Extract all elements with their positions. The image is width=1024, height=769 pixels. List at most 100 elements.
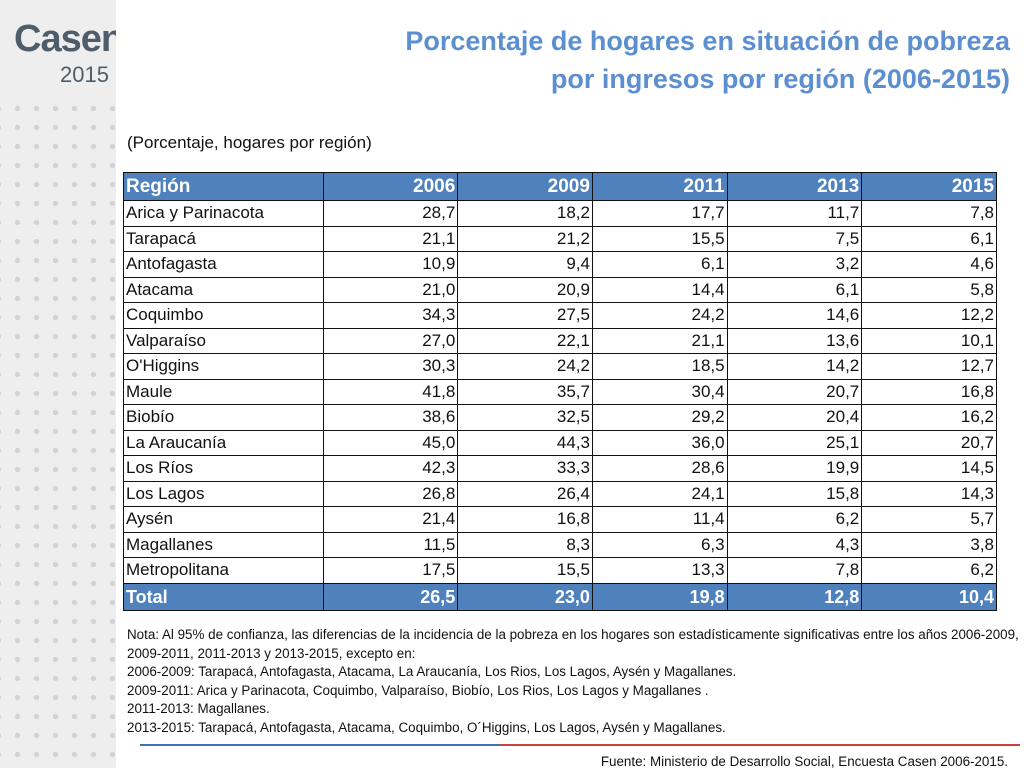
value-cell-2006: 10,9 bbox=[322, 251, 459, 278]
table-body: Arica y Parinacota 28,7 18,2 17,7 11,7 7,8 Tar… bbox=[123, 200, 997, 584]
logo: Casen 2015 bbox=[0, 0, 116, 96]
region-name-cell: Maule bbox=[123, 378, 324, 405]
table-row: Magallanes 11,5 8,3 6,3 4,3 3,8 bbox=[123, 531, 997, 558]
region-name-cell: Los Ríos bbox=[123, 455, 324, 482]
value-cell-2009: 26,4 bbox=[457, 480, 593, 507]
region-name-cell: Coquimbo bbox=[123, 302, 324, 329]
region-name-cell: Los Lagos bbox=[123, 480, 324, 507]
value-cell-2006: 11,5 bbox=[322, 531, 459, 558]
value-cell-2006: 38,6 bbox=[322, 404, 459, 431]
poverty-table: Región 2006 2009 2011 2013 2015 Arica y … bbox=[123, 172, 997, 611]
total-2009: 23,0 bbox=[457, 582, 593, 611]
value-cell-2006: 21,1 bbox=[322, 225, 459, 252]
table-row: O'Higgins 30,3 24,2 18,5 14,2 12,7 bbox=[123, 353, 997, 380]
value-cell-2009: 18,2 bbox=[457, 200, 593, 227]
value-cell-2011: 24,2 bbox=[591, 302, 728, 329]
note-line: 2009-2011: Arica y Parinacota, Coquimbo,… bbox=[127, 682, 709, 698]
table-row: Los Ríos 42,3 33,3 28,6 19,9 14,5 bbox=[123, 455, 997, 482]
value-cell-2013: 6,1 bbox=[726, 276, 863, 303]
header-2009: 2009 bbox=[457, 172, 593, 201]
total-row: Total 26,5 23,0 19,8 12,8 10,4 bbox=[123, 582, 997, 611]
value-cell-2015: 6,2 bbox=[861, 557, 997, 584]
total-label: Total bbox=[123, 582, 324, 611]
value-cell-2015: 12,2 bbox=[861, 302, 997, 329]
region-name-cell: Arica y Parinacota bbox=[123, 200, 324, 227]
value-cell-2013: 14,2 bbox=[726, 353, 863, 380]
region-name-cell: Tarapacá bbox=[123, 225, 324, 252]
total-2013: 12,8 bbox=[726, 582, 863, 611]
region-name-cell: Antofagasta bbox=[123, 251, 324, 278]
value-cell-2009: 44,3 bbox=[457, 429, 593, 456]
value-cell-2006: 26,8 bbox=[322, 480, 459, 507]
table-row: Biobío 38,6 32,5 29,2 20,4 16,2 bbox=[123, 404, 997, 431]
value-cell-2011: 17,7 bbox=[591, 200, 728, 227]
region-name-cell: Magallanes bbox=[123, 531, 324, 558]
note-line: 2011-2013: Magallanes. bbox=[127, 701, 270, 717]
source-text: Fuente: Ministerio de Desarrollo Social,… bbox=[600, 754, 1008, 769]
value-cell-2006: 21,0 bbox=[322, 276, 459, 303]
total-2006: 26,5 bbox=[322, 582, 459, 611]
table-row: Metropolitana 17,5 15,5 13,3 7,8 6,2 bbox=[123, 557, 997, 584]
note-line: Nota: Al 95% de confianza, las diferenci… bbox=[127, 627, 1019, 642]
table-row: Antofagasta 10,9 9,4 6,1 3,2 4,6 bbox=[123, 251, 997, 278]
value-cell-2011: 15,5 bbox=[591, 225, 728, 252]
value-cell-2015: 16,8 bbox=[861, 378, 997, 405]
value-cell-2013: 20,4 bbox=[726, 404, 863, 431]
table-row: Maule 41,8 35,7 30,4 20,7 16,8 bbox=[123, 378, 997, 405]
value-cell-2009: 22,1 bbox=[457, 327, 593, 354]
total-2015: 10,4 bbox=[861, 582, 997, 611]
table-row: Tarapacá 21,1 21,2 15,5 7,5 6,1 bbox=[123, 225, 997, 252]
value-cell-2013: 7,5 bbox=[726, 225, 863, 252]
header-2011: 2011 bbox=[591, 172, 728, 201]
value-cell-2013: 11,7 bbox=[726, 200, 863, 227]
value-cell-2015: 5,7 bbox=[861, 506, 997, 533]
value-cell-2011: 29,2 bbox=[591, 404, 728, 431]
region-name-cell: Valparaíso bbox=[123, 327, 324, 354]
region-name-cell: Metropolitana bbox=[123, 557, 324, 584]
value-cell-2011: 13,3 bbox=[591, 557, 728, 584]
table-row: Arica y Parinacota 28,7 18,2 17,7 11,7 7,8 bbox=[123, 200, 997, 227]
value-cell-2011: 21,1 bbox=[591, 327, 728, 354]
value-cell-2015: 5,8 bbox=[861, 276, 997, 303]
header-2006: 2006 bbox=[322, 172, 459, 201]
value-cell-2013: 13,6 bbox=[726, 327, 863, 354]
value-cell-2015: 7,8 bbox=[861, 200, 997, 227]
value-cell-2015: 14,3 bbox=[861, 480, 997, 507]
table-row: Atacama 21,0 20,9 14,4 6,1 5,8 bbox=[123, 276, 997, 303]
notes: Nota: Al 95% de confianza, las diferenci… bbox=[127, 626, 1019, 738]
region-name-cell: Atacama bbox=[123, 276, 324, 303]
value-cell-2009: 8,3 bbox=[457, 531, 593, 558]
note-line: 2009-2011, 2011-2013 y 2013-2015, except… bbox=[127, 645, 416, 661]
value-cell-2013: 25,1 bbox=[726, 429, 863, 456]
value-cell-2006: 21,4 bbox=[322, 506, 459, 533]
value-cell-2009: 27,5 bbox=[457, 302, 593, 329]
value-cell-2013: 4,3 bbox=[726, 531, 863, 558]
region-name-cell: Aysén bbox=[123, 506, 324, 533]
value-cell-2011: 6,3 bbox=[591, 531, 728, 558]
title-line-1: Porcentaje de hogares en situación de po… bbox=[405, 26, 1010, 56]
value-cell-2009: 9,4 bbox=[457, 251, 593, 278]
value-cell-2006: 45,0 bbox=[322, 429, 459, 456]
table-row: Los Lagos 26,8 26,4 24,1 15,8 14,3 bbox=[123, 480, 997, 507]
value-cell-2006: 28,7 bbox=[322, 200, 459, 227]
value-cell-2009: 16,8 bbox=[457, 506, 593, 533]
value-cell-2015: 6,1 bbox=[861, 225, 997, 252]
value-cell-2009: 20,9 bbox=[457, 276, 593, 303]
value-cell-2009: 21,2 bbox=[457, 225, 593, 252]
note-line: 2013-2015: Tarapacá, Antofagasta, Atacam… bbox=[127, 719, 726, 735]
total-2011: 19,8 bbox=[591, 582, 728, 611]
value-cell-2013: 6,2 bbox=[726, 506, 863, 533]
region-name-cell: Biobío bbox=[123, 404, 324, 431]
value-cell-2011: 24,1 bbox=[591, 480, 728, 507]
value-cell-2006: 41,8 bbox=[322, 378, 459, 405]
value-cell-2015: 14,5 bbox=[861, 455, 997, 482]
region-name-cell: O'Higgins bbox=[123, 353, 324, 380]
value-cell-2009: 35,7 bbox=[457, 378, 593, 405]
table-row: La Araucanía 45,0 44,3 36,0 25,1 20,7 bbox=[123, 429, 997, 456]
value-cell-2006: 34,3 bbox=[322, 302, 459, 329]
logo-brand: Casen bbox=[14, 18, 116, 60]
header-2013: 2013 bbox=[726, 172, 863, 201]
value-cell-2009: 15,5 bbox=[457, 557, 593, 584]
header-region: Región bbox=[123, 172, 324, 201]
value-cell-2013: 15,8 bbox=[726, 480, 863, 507]
